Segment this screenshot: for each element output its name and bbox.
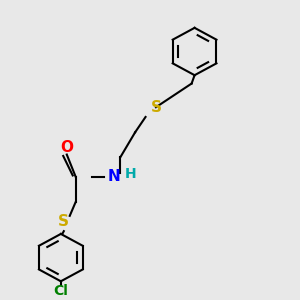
Text: O: O	[60, 140, 73, 155]
Text: S: S	[58, 214, 69, 229]
Text: H: H	[125, 167, 136, 181]
Text: S: S	[150, 100, 161, 115]
Text: Cl: Cl	[53, 284, 68, 298]
Text: N: N	[108, 169, 121, 184]
